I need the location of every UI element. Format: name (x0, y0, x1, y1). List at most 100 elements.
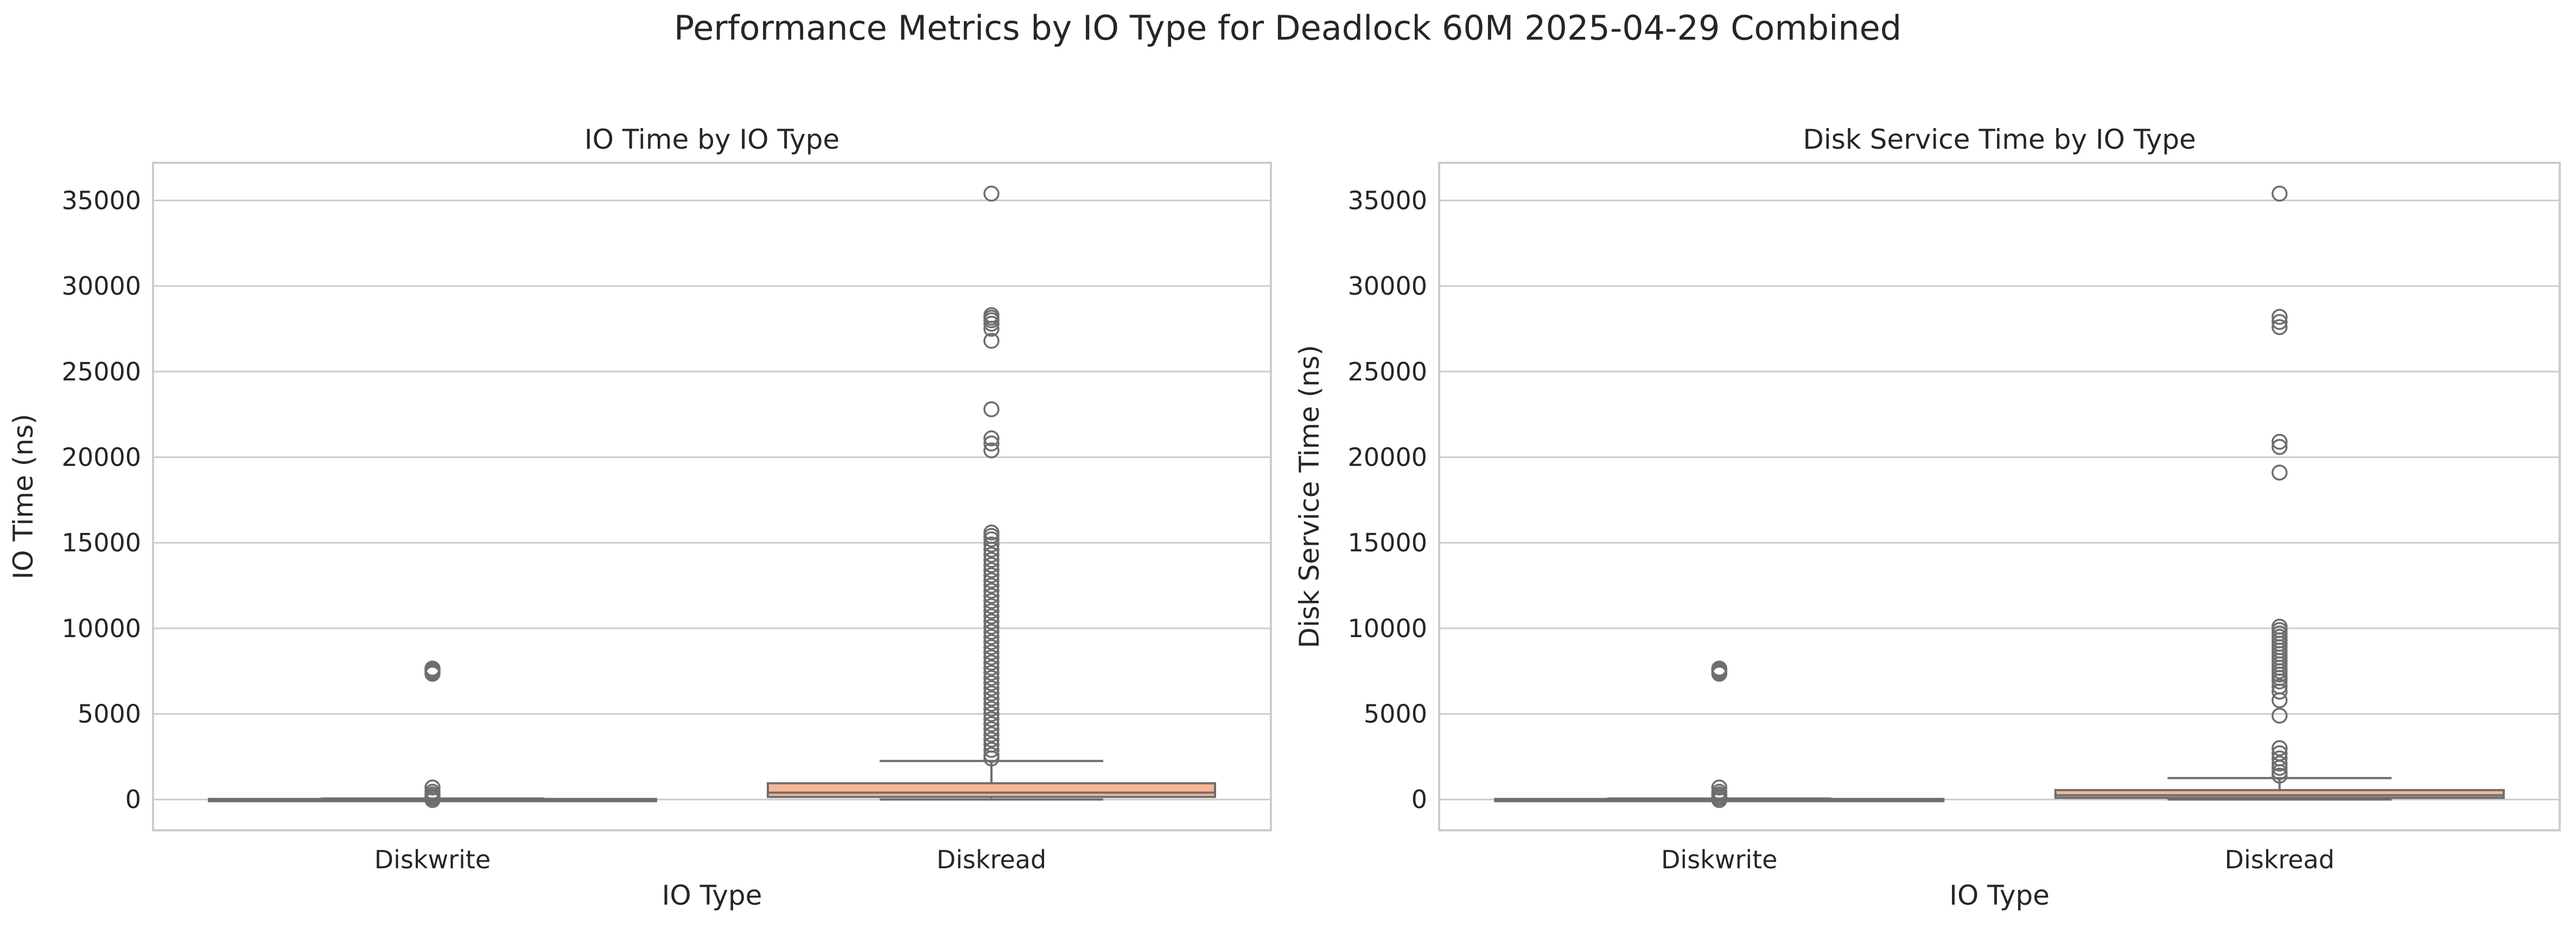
outlier-point (2272, 314, 2288, 330)
y-tick-label: 20000 (62, 442, 141, 472)
y-tick-label: 35000 (62, 186, 141, 215)
outlier-point (983, 695, 1000, 712)
outlier-point (2272, 692, 2288, 709)
outlier-point (983, 531, 1000, 548)
box-diskwrite (1494, 660, 1945, 808)
chart-panel-1: 0 5000 10000 15000 20000 25000 30000 35000 Diskw… (8, 124, 1272, 911)
outlier-point (983, 644, 1000, 660)
outlier-point (1711, 779, 1727, 796)
outlier-point (983, 401, 1000, 417)
chart-panels: 0 5000 10000 15000 20000 25000 30000 35000 Diskw… (8, 124, 2561, 911)
outlier-point (983, 551, 1000, 568)
panel-title: IO Time by IO Type (584, 124, 839, 155)
box-body (767, 782, 1216, 798)
outlier-point (983, 624, 1000, 640)
outlier-point (983, 186, 1000, 202)
y-tick-label: 10000 (1348, 614, 1427, 643)
y-tick-label: 30000 (62, 271, 141, 301)
outlier-point (983, 536, 1000, 553)
box-body (2054, 789, 2505, 799)
outlier-point (983, 654, 1000, 671)
x-tick-label: Diskwrite (374, 845, 491, 874)
outlier-point (983, 435, 1000, 452)
x-tick-label: Diskwrite (1661, 845, 1777, 874)
outlier-point (2272, 465, 2288, 481)
outlier-point (983, 557, 1000, 573)
y-tick-label: 25000 (1348, 357, 1427, 386)
outlier-point (983, 315, 1000, 332)
outlier-point (983, 562, 1000, 579)
y-tick-label: 15000 (1348, 528, 1427, 557)
outlier-point (2272, 755, 2288, 772)
outlier-point (983, 680, 1000, 696)
y-axis-label: IO Time (ns) (8, 414, 39, 579)
outlier-point (983, 659, 1000, 676)
outlier-point (983, 705, 1000, 722)
outlier-point (1711, 660, 1727, 677)
outlier-point (983, 613, 1000, 630)
outlier-point (2272, 438, 2288, 455)
x-axis-label: IO Type (662, 880, 762, 911)
outlier-point (983, 711, 1000, 727)
box-diskread (767, 186, 1216, 801)
outlier-point (983, 628, 1000, 645)
x-axis-label: IO Type (1949, 880, 2050, 911)
outlier-point (983, 701, 1000, 717)
outlier-point (983, 593, 1000, 609)
outlier-point (983, 742, 1000, 758)
outlier-point (983, 542, 1000, 558)
outlier-point (424, 779, 441, 796)
chart-panel-2: 0 5000 10000 15000 20000 25000 30000 35000 Diskw… (1294, 124, 2561, 911)
axes-frame (1438, 162, 2561, 831)
y-tick-label: 5000 (1364, 700, 1427, 729)
x-tick-label: Diskread (937, 845, 1046, 874)
outlier-point (983, 716, 1000, 733)
outlier-point (424, 792, 441, 808)
outlier-point (983, 333, 1000, 349)
y-tick-label: 35000 (1348, 186, 1427, 215)
outlier-point (983, 732, 1000, 748)
outlier-point (983, 430, 1000, 447)
figure-suptitle: Performance Metrics by IO Type for Deadl… (674, 8, 1901, 48)
outlier-point (983, 634, 1000, 650)
outlier-point (983, 618, 1000, 635)
y-tick-label: 15000 (62, 528, 141, 557)
outlier-point (983, 690, 1000, 707)
outlier-point (983, 721, 1000, 738)
outlier-point (983, 603, 1000, 620)
y-tick-label: 20000 (1348, 442, 1427, 472)
y-tick-label: 5000 (78, 700, 141, 729)
y-tick-label: 10000 (62, 614, 141, 643)
outlier-point (983, 675, 1000, 691)
outlier-point (983, 608, 1000, 625)
outlier-point (2272, 683, 2288, 700)
axes-frame (152, 162, 1272, 831)
outlier-point (983, 685, 1000, 702)
outlier-point (983, 639, 1000, 656)
outlier-point (2272, 434, 2288, 450)
outlier-point (2272, 186, 2288, 202)
outlier-point (983, 567, 1000, 583)
outlier-point (2272, 767, 2288, 784)
y-tick-label: 25000 (62, 357, 141, 386)
outlier-point (983, 750, 1000, 767)
y-axis-label: Disk Service Time (ns) (1294, 345, 1325, 649)
outlier-point (2272, 760, 2288, 776)
panel-title: Disk Service Time by IO Type (1803, 124, 2196, 155)
outlier-point (983, 572, 1000, 589)
outlier-point (983, 321, 1000, 337)
outlier-point (983, 598, 1000, 614)
outlier-point (983, 649, 1000, 666)
y-tick-label: 0 (125, 785, 141, 814)
outlier-point (983, 582, 1000, 599)
box-diskread (2054, 186, 2505, 801)
y-tick-label: 30000 (1348, 271, 1427, 301)
outlier-point (1711, 792, 1727, 808)
outlier-point (424, 660, 441, 677)
outlier-point (2272, 707, 2288, 724)
outlier-point (983, 546, 1000, 563)
outlier-point (983, 670, 1000, 687)
outlier-point (2272, 673, 2288, 690)
outlier-point (983, 588, 1000, 604)
